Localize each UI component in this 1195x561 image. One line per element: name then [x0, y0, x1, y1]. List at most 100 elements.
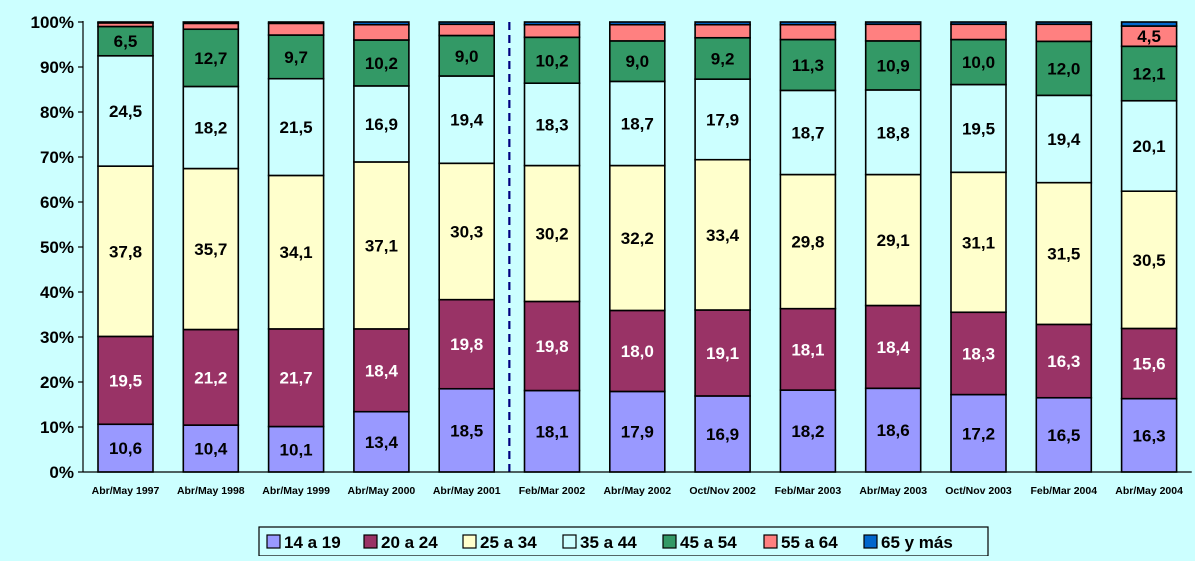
bar-segment	[864, 23, 922, 42]
bar-segment	[267, 34, 325, 80]
data-label: 20,1	[1133, 137, 1166, 156]
data-label: 21,7	[280, 369, 313, 388]
x-tick-label: Abr/May 1997	[92, 485, 160, 497]
data-label: 30,5	[1133, 251, 1166, 270]
bar-segment	[97, 54, 154, 167]
legend-label: 35 a 44	[580, 533, 637, 552]
legend-label: 20 a 24	[381, 533, 438, 552]
bar-segment	[779, 21, 837, 26]
data-label: 31,1	[962, 233, 995, 252]
bar-segment	[950, 23, 1007, 41]
bar-segment	[438, 75, 496, 165]
bar-segment	[694, 21, 751, 26]
bar-segment	[267, 328, 325, 428]
x-tick-label: Abr/May 2002	[603, 485, 671, 497]
bar-segment	[608, 40, 666, 83]
bar-segment	[864, 40, 922, 91]
bar-segment	[182, 22, 240, 31]
y-tick-label: 40%	[40, 283, 74, 302]
data-label: 15,6	[1133, 355, 1166, 374]
data-label: 18,3	[962, 344, 995, 363]
bar-segment	[1035, 21, 1093, 26]
legend-swatch	[763, 534, 778, 549]
bar-segment	[608, 23, 666, 42]
legend-label: 14 a 19	[284, 533, 341, 552]
data-label: 16,3	[1133, 426, 1166, 445]
data-label: 19,1	[706, 344, 739, 363]
data-label: 18,2	[791, 422, 824, 441]
bar-segment	[950, 83, 1007, 174]
data-label: 12,0	[1047, 59, 1080, 78]
legend-swatch	[863, 534, 878, 549]
data-label: 18,7	[791, 123, 824, 142]
bar-segment	[950, 393, 1007, 473]
bar-segment	[267, 22, 325, 36]
data-label: 18,8	[877, 123, 910, 142]
legend-swatch	[562, 534, 577, 549]
bar-segment	[864, 387, 922, 473]
bar-segment	[523, 23, 581, 39]
data-label: 17,9	[621, 423, 654, 442]
y-tick-label: 60%	[40, 193, 74, 212]
legend-swatch	[363, 534, 378, 549]
bar-segment	[267, 21, 325, 25]
data-label: 30,3	[450, 222, 483, 241]
x-tick-label: Oct/Nov 2002	[689, 485, 756, 497]
data-label: 10,2	[535, 51, 568, 70]
data-label: 19,5	[962, 119, 995, 138]
bar-segment	[608, 390, 666, 473]
bar-segment	[864, 21, 922, 26]
x-tick-label: Abr/May 2001	[433, 485, 501, 497]
data-label: 10,6	[109, 439, 142, 458]
data-label: 35,7	[194, 240, 227, 259]
bar-segment	[694, 36, 751, 80]
data-label: 4,5	[1137, 27, 1161, 46]
data-label: 19,4	[450, 111, 484, 130]
x-tick-label: Feb/Mar 2002	[519, 485, 586, 497]
data-label: 16,9	[706, 425, 739, 444]
bar-segment	[523, 21, 581, 26]
y-tick-label: 50%	[40, 238, 74, 257]
legend-label: 55 a 64	[781, 533, 838, 552]
bar-segment	[950, 21, 1007, 26]
bar-segment	[523, 82, 581, 167]
bar-segment	[1120, 45, 1178, 102]
bar-segment	[523, 300, 581, 392]
x-tick-label: Abr/May 1999	[262, 485, 330, 497]
data-label: 10,4	[194, 440, 228, 459]
data-label: 30,2	[535, 225, 568, 244]
data-label: 19,8	[450, 335, 483, 354]
x-tick-label: Abr/May 2003	[859, 485, 927, 497]
y-tick-label: 100%	[31, 13, 74, 32]
data-label: 10,2	[365, 54, 398, 73]
y-tick-label: 10%	[40, 418, 74, 437]
bar-segment	[182, 85, 240, 170]
data-label: 19,5	[109, 371, 142, 390]
bar-segment	[1035, 396, 1093, 473]
data-label: 11,3	[792, 56, 824, 75]
bar-segment	[1035, 40, 1093, 97]
data-label: 12,7	[194, 49, 227, 68]
data-label: 18,1	[791, 340, 824, 359]
bar-segment	[1120, 21, 1178, 27]
bar-segment	[779, 89, 837, 176]
legend-swatch	[662, 534, 677, 549]
bar-segment	[182, 167, 240, 331]
data-label: 16,9	[365, 115, 398, 134]
data-label: 32,2	[621, 229, 654, 248]
bar-segment	[779, 38, 837, 92]
bar-segment	[608, 164, 666, 312]
data-label: 18,1	[535, 422, 568, 441]
legend-label: 25 a 34	[480, 533, 537, 552]
data-label: 6,5	[114, 32, 138, 51]
data-label: 19,8	[535, 337, 568, 356]
legend-label: 45 a 54	[680, 533, 737, 552]
bar-segment	[353, 39, 410, 87]
data-label: 18,2	[194, 119, 227, 138]
data-label: 10,1	[280, 440, 313, 459]
bar-segment	[864, 173, 922, 307]
y-tick-label: 70%	[40, 148, 74, 167]
data-label: 9,7	[284, 48, 308, 67]
bar-segment	[267, 425, 325, 473]
